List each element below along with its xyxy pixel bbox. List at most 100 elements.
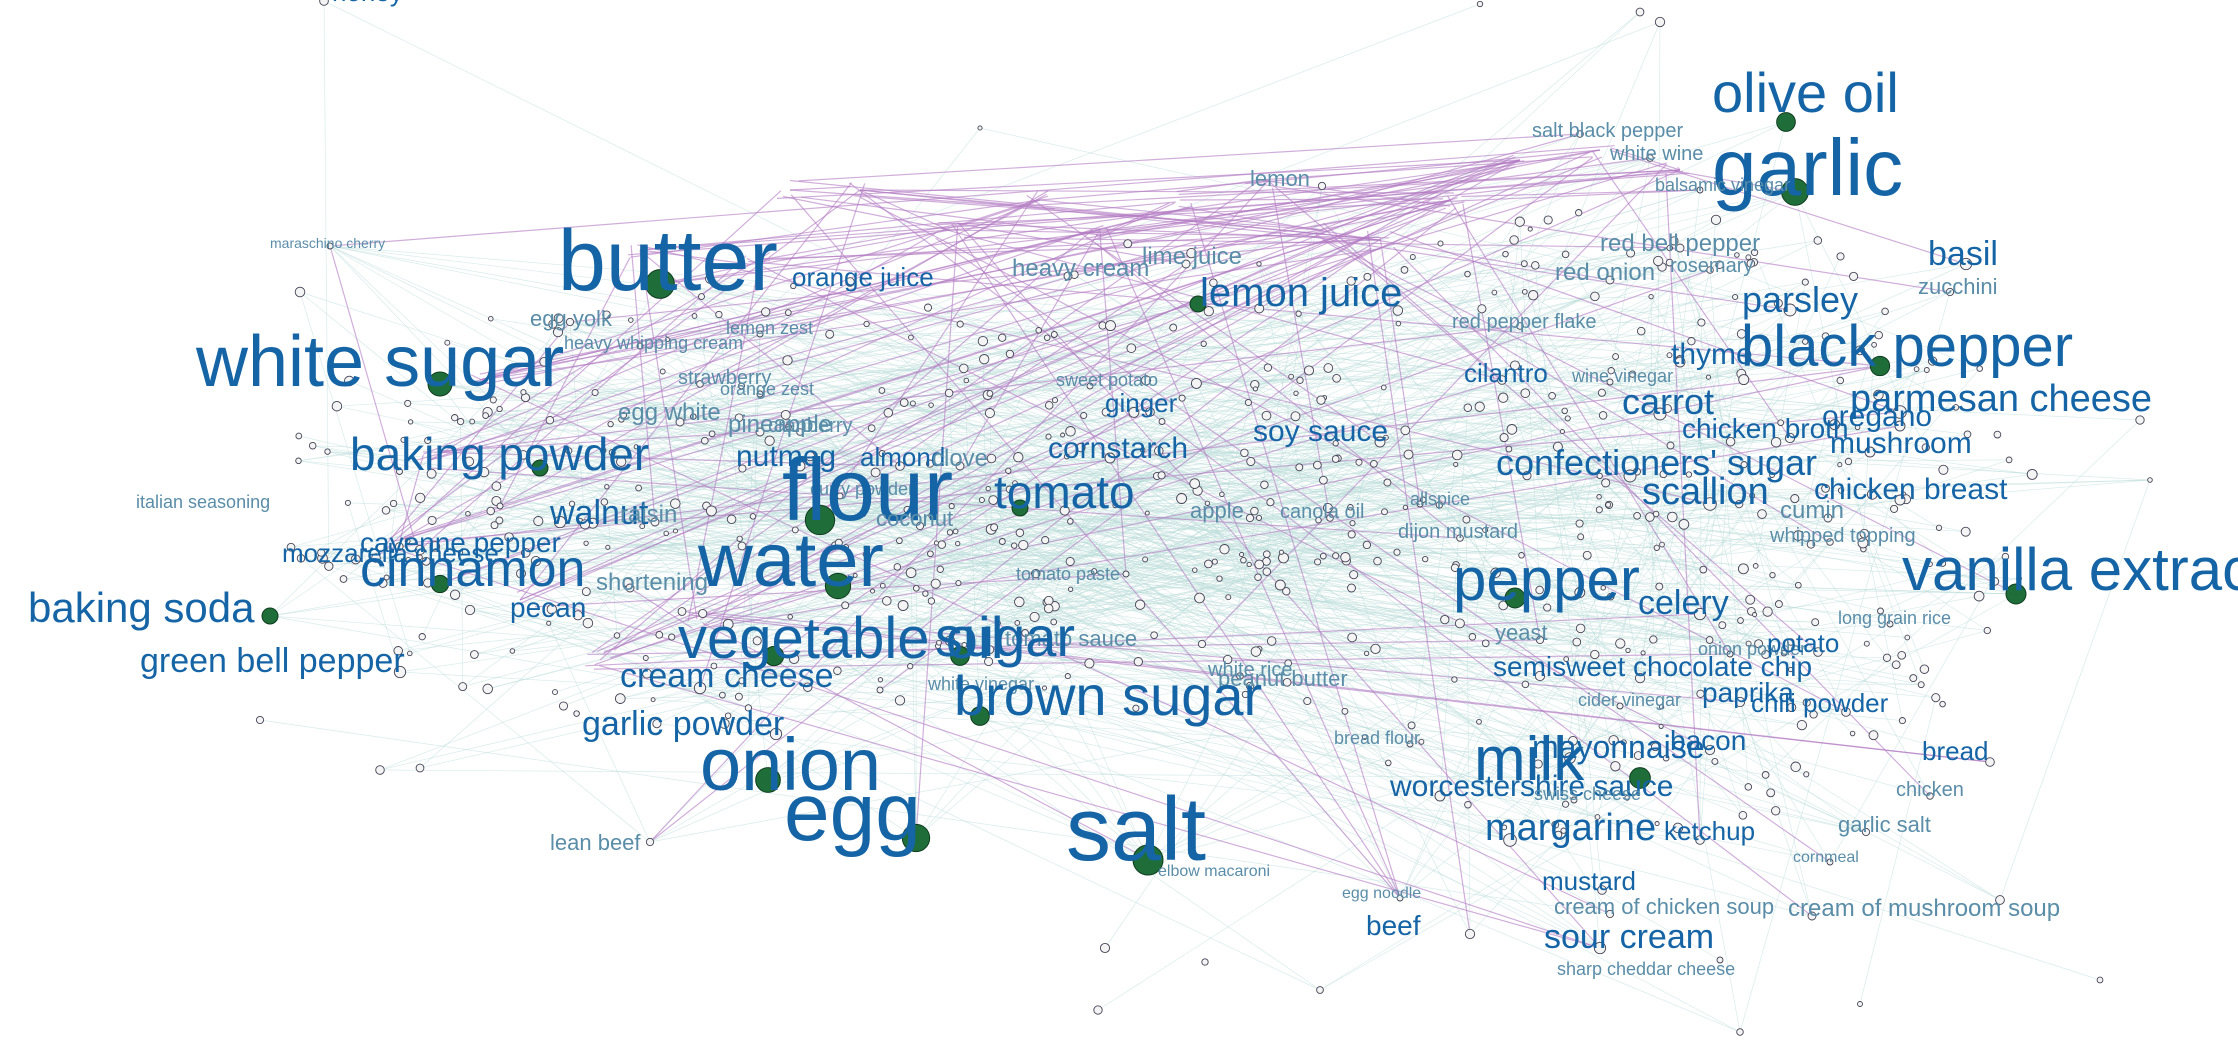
network-node [1263,363,1273,372]
network-node [1575,623,1586,634]
network-node [744,704,753,712]
network-node [582,617,594,629]
purple-edge [790,194,1401,899]
edge [548,335,1826,383]
edge [667,339,881,691]
network-node [1786,702,1797,713]
edge [1377,560,1504,606]
network-node [761,307,771,317]
edge [602,450,618,636]
network-node [444,339,451,346]
ingredient-node [371,553,381,563]
edge [959,397,1504,467]
edge [1009,353,1966,533]
ingredient-node [1894,420,1906,432]
edge [535,560,1055,607]
edge [399,546,1813,917]
network-node [912,584,920,592]
network-node [1771,806,1781,816]
edge [1539,555,1588,641]
ingredient-label: egg [784,767,921,858]
edge [407,540,1389,764]
edge [1064,510,1922,686]
network-node [1774,600,1783,609]
edge [741,560,1347,682]
ingredient-node [1696,186,1704,194]
network-node [1881,307,1889,316]
edge [649,219,1717,843]
network-node [1005,485,1014,494]
ingredient-label: worcestershire sauce [1389,770,1673,803]
network-node [1897,650,1907,660]
network-node [1806,540,1816,549]
network-node [998,538,1006,545]
edge [1266,133,1581,572]
network-node [639,523,646,530]
network-node [944,635,956,646]
purple-edge [879,156,1594,691]
network-node [1142,556,1149,563]
network-node [1349,520,1356,527]
edge [1105,411,1566,805]
network-node [295,457,302,465]
network-node [1509,235,1519,245]
ingredient-label: dijon mustard [1398,521,1518,543]
network-node [1128,406,1140,418]
network-node [1347,530,1356,539]
edge [837,252,1631,587]
network-node [1877,607,1884,615]
edge [881,390,1658,824]
network-node [655,630,664,639]
ingredient-node [1706,266,1714,274]
ingredient-node [1326,514,1334,522]
edge [606,314,1183,399]
edge [1663,474,1813,917]
network-node [1653,544,1660,551]
network-node [1126,343,1137,354]
network-node [698,293,705,301]
network-node [1960,526,1971,537]
network-node [1633,511,1641,520]
ingredient-node [1726,650,1734,658]
network-node [1780,649,1788,657]
ingredient-node [794,460,806,472]
edge [886,600,1460,624]
network-node [1290,411,1301,422]
network-node [1596,472,1603,480]
network-node [1615,638,1626,649]
edge [1070,588,1721,961]
edge [1455,464,1744,816]
edge [329,245,1598,818]
network-node [691,313,698,319]
network-node [1939,700,1946,708]
purple-edge [630,245,656,523]
edge [1024,632,2101,981]
purple-edge [613,263,1187,651]
network-node [1650,742,1660,752]
edge [1743,368,1917,570]
network-node [407,419,414,425]
purple-edge [395,548,1601,949]
ingredient-node [1704,744,1716,756]
network-node [1597,388,1606,397]
purple-edge [1592,151,1791,439]
network-node [1752,563,1759,569]
edge [1565,641,1578,805]
purple-edge [594,269,1711,666]
purple-edge [1310,199,1451,229]
purple-edge [329,145,1615,247]
ingredient-label: peanut butter [1218,666,1348,691]
network-node [552,689,558,696]
ingredient-node [430,574,450,594]
edge [535,560,1229,598]
ingredient-node [955,461,965,471]
ingredient-node [326,242,334,250]
network-node [736,535,743,542]
purple-edge [712,425,1901,628]
network-node [899,398,909,407]
network-node [1395,320,1402,327]
network-node [602,310,611,320]
ingredient-label: oregano [1822,400,1932,433]
network-node [719,718,730,729]
network-node [1528,290,1539,301]
